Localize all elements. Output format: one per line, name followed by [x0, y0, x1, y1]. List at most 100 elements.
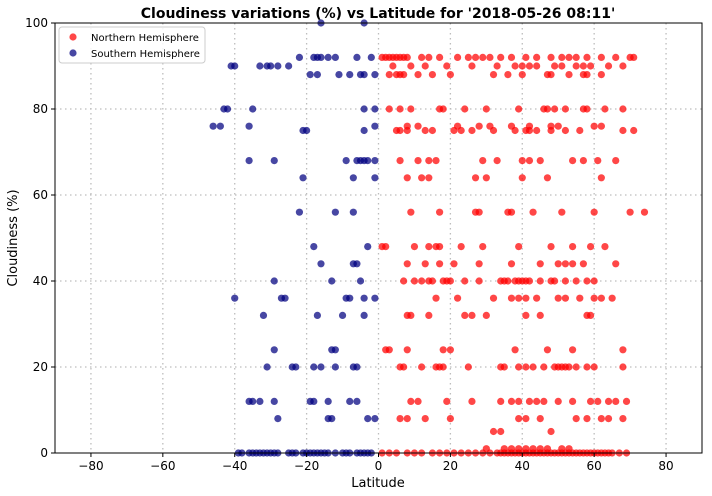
- data-point: [576, 294, 584, 302]
- data-point: [285, 62, 293, 70]
- data-point: [612, 53, 620, 62]
- data-point: [263, 363, 271, 371]
- data-point: [270, 157, 278, 165]
- data-point: [572, 62, 580, 70]
- data-point: [551, 277, 559, 285]
- data-point: [403, 53, 411, 62]
- data-point: [586, 243, 595, 251]
- y-tick-label: 100: [25, 16, 48, 30]
- data-point: [407, 397, 415, 405]
- data-point: [403, 260, 411, 268]
- data-point: [533, 62, 541, 70]
- data-point: [569, 157, 577, 165]
- data-point: [356, 277, 365, 285]
- data-point: [428, 71, 437, 79]
- data-point: [385, 346, 393, 354]
- data-point: [619, 346, 627, 354]
- data-point: [594, 397, 602, 405]
- data-point: [418, 277, 426, 285]
- data-point: [310, 363, 318, 371]
- data-point: [540, 397, 548, 405]
- data-point: [421, 62, 429, 70]
- data-point: [590, 294, 598, 302]
- data-point: [597, 71, 605, 79]
- data-point: [551, 62, 559, 70]
- data-point: [414, 71, 422, 79]
- data-point: [317, 260, 325, 268]
- data-point: [572, 363, 580, 371]
- data-point: [292, 363, 300, 371]
- data-point: [353, 397, 361, 405]
- data-point: [515, 415, 523, 423]
- data-point: [270, 346, 278, 354]
- data-point: [421, 126, 429, 135]
- data-point: [558, 53, 566, 62]
- data-point: [586, 311, 595, 319]
- data-point: [515, 243, 523, 251]
- data-point: [453, 53, 462, 62]
- data-point: [572, 415, 580, 423]
- data-point: [432, 294, 440, 302]
- data-point: [400, 363, 408, 371]
- data-point: [436, 208, 444, 216]
- data-point: [274, 415, 282, 423]
- data-point: [489, 71, 498, 79]
- data-point: [223, 105, 232, 113]
- data-point: [209, 122, 217, 130]
- data-point: [533, 126, 541, 135]
- data-point: [457, 126, 465, 135]
- data-point: [536, 157, 544, 165]
- data-point: [436, 260, 444, 268]
- data-point: [349, 208, 357, 216]
- data-point: [547, 53, 555, 62]
- data-point: [299, 174, 307, 182]
- data-point: [310, 397, 318, 405]
- data-point: [612, 260, 620, 268]
- data-point: [612, 397, 620, 405]
- data-point: [338, 311, 347, 319]
- data-point: [525, 397, 534, 405]
- data-point: [371, 122, 379, 130]
- data-point: [551, 105, 559, 113]
- data-point: [396, 105, 404, 113]
- data-point: [522, 294, 530, 302]
- data-point: [515, 105, 523, 113]
- data-point: [518, 62, 526, 70]
- data-point: [443, 62, 451, 70]
- data-point: [371, 105, 379, 113]
- data-point: [245, 122, 253, 130]
- data-point: [364, 415, 372, 423]
- data-point: [461, 311, 469, 319]
- data-point: [489, 294, 498, 302]
- data-point: [536, 260, 544, 268]
- data-point: [360, 126, 368, 135]
- data-point: [436, 243, 444, 251]
- data-point: [533, 397, 541, 405]
- data-point: [457, 243, 465, 251]
- data-point: [461, 105, 469, 113]
- data-point: [371, 415, 379, 423]
- data-point: [554, 260, 562, 268]
- data-point: [619, 363, 627, 371]
- data-point: [468, 397, 476, 405]
- data-point: [547, 126, 555, 135]
- data-point: [479, 243, 487, 251]
- data-point: [418, 53, 426, 62]
- data-point: [256, 62, 264, 70]
- data-point: [583, 277, 591, 285]
- data-point: [601, 105, 609, 113]
- data-point: [479, 157, 487, 165]
- data-point: [328, 415, 336, 423]
- data-point: [640, 208, 649, 216]
- y-tick-label: 60: [33, 188, 48, 202]
- data-point: [414, 122, 422, 130]
- data-point: [504, 277, 512, 285]
- data-point: [518, 157, 526, 165]
- y-tick-label: 80: [33, 102, 48, 116]
- data-point: [439, 346, 447, 354]
- data-point: [464, 53, 472, 62]
- data-point: [414, 157, 422, 165]
- data-point: [461, 277, 469, 285]
- data-point: [450, 126, 458, 135]
